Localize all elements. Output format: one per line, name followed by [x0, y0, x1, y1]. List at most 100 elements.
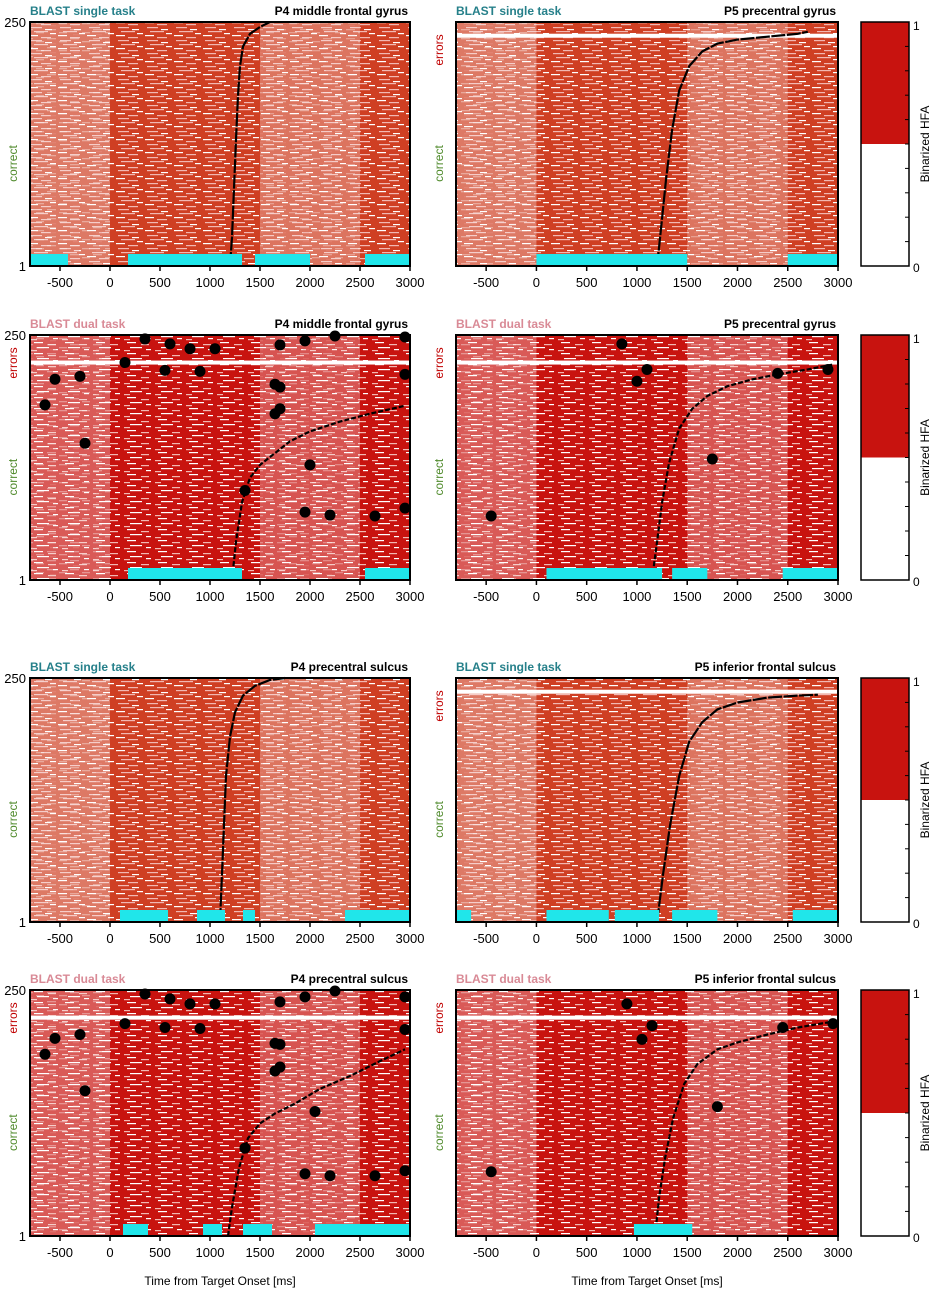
error-trial-marker — [79, 1085, 91, 1097]
x-tick-label: 1000 — [622, 589, 651, 604]
stimulus-bar — [546, 568, 663, 580]
colorbar-min-label: 0 — [913, 261, 920, 275]
error-trial-marker — [399, 502, 411, 514]
x-tick-label: 500 — [149, 275, 171, 290]
error-trial-marker — [369, 510, 381, 522]
error-trial-marker — [399, 1165, 411, 1177]
error-trial-marker — [304, 459, 316, 471]
y-tick-label: 1 — [19, 573, 26, 588]
reaction-time-curve — [653, 1020, 834, 1237]
reaction-time-curve — [656, 693, 818, 923]
x-tick-label: 1500 — [673, 1245, 702, 1260]
x-axis-label: Time from Target Onset [ms] — [144, 1274, 295, 1288]
panel-1: BLAST single task P4 middle frontal gyrus… — [4, 4, 424, 290]
colorbar-min-label: 0 — [913, 575, 920, 589]
plot-frame — [455, 677, 839, 923]
x-tick-label: -500 — [47, 275, 73, 290]
error-trial-marker — [159, 364, 171, 376]
x-tick-label: 2500 — [346, 931, 375, 946]
task-label: BLAST single task — [30, 660, 136, 674]
error-trial-marker — [194, 1023, 206, 1035]
x-tick-label: -500 — [473, 931, 499, 946]
x-tick-label: 2000 — [723, 931, 752, 946]
x-tick-label: 2000 — [723, 275, 752, 290]
plot-frame — [29, 677, 411, 923]
stimulus-bar — [128, 568, 242, 580]
x-tick-label: -500 — [47, 589, 73, 604]
correct-label: correct — [432, 801, 446, 838]
colorbar-title: Binarized HFA — [918, 1075, 932, 1152]
colorbar-title: Binarized HFA — [918, 106, 932, 183]
stimulus-bar — [315, 1224, 410, 1236]
correct-label: correct — [6, 458, 20, 495]
plot-frame — [455, 334, 839, 581]
error-trial-marker — [39, 1048, 51, 1060]
y-tick-label: 1 — [19, 259, 26, 274]
error-trial-marker — [631, 375, 643, 387]
error-trial-marker — [324, 1170, 336, 1182]
site-label: P4 precentral sulcus — [291, 972, 409, 986]
x-tick-label: 1500 — [673, 275, 702, 290]
error-trial-marker — [299, 506, 311, 518]
error-trial-marker — [706, 453, 718, 465]
panel-7: BLAST dual task P4 precentral sulcus 250 1 e… — [4, 972, 424, 1288]
colorbar: 1 0 Binarized HFA — [860, 19, 932, 275]
stimulus-bar — [243, 910, 255, 922]
site-label: P5 precentral gyrus — [724, 4, 836, 18]
error-trial-marker — [239, 484, 251, 496]
task-label: BLAST single task — [456, 660, 562, 674]
x-tick-label: 500 — [576, 275, 598, 290]
error-trial-marker — [119, 1018, 131, 1030]
error-trial-marker — [74, 370, 86, 382]
colorbar-max-label: 1 — [913, 19, 920, 33]
x-tick-label: 0 — [533, 589, 540, 604]
x-tick-label: 500 — [149, 1245, 171, 1260]
stimulus-bar — [123, 1224, 148, 1236]
task-label: BLAST single task — [456, 4, 562, 18]
errors-divider — [30, 360, 410, 365]
panel-3: BLAST dual task P4 middle frontal gyrus 25… — [4, 317, 424, 604]
stimulus-bar — [672, 568, 708, 580]
error-trial-marker — [274, 403, 286, 415]
y-tick-label: 250 — [4, 328, 26, 343]
error-trial-marker — [209, 998, 221, 1010]
error-trial-marker — [74, 1028, 86, 1040]
stimulus-bar — [633, 1224, 693, 1236]
x-tick-label: 2500 — [346, 275, 375, 290]
colorbar: 1 0 Binarized HFA — [860, 332, 932, 589]
colorbar-title: Binarized HFA — [918, 419, 932, 496]
correct-label: correct — [6, 145, 20, 182]
error-trial-marker — [274, 381, 286, 393]
plot-frame — [455, 21, 839, 267]
colorbar: 1 0 Binarized HFA — [860, 675, 932, 931]
stimulus-bar — [456, 910, 472, 922]
error-trial-marker — [827, 1018, 839, 1030]
colorbar-max-label: 1 — [913, 675, 920, 689]
errors-label: errors — [432, 34, 446, 65]
site-label: P4 middle frontal gyrus — [275, 4, 409, 18]
y-tick-label: 1 — [19, 1229, 26, 1244]
x-tick-label: -500 — [47, 1245, 73, 1260]
error-trial-marker — [39, 399, 51, 411]
x-tick-label: -500 — [473, 589, 499, 604]
task-label: BLAST single task — [30, 4, 136, 18]
x-tick-label: 2000 — [723, 589, 752, 604]
poststimulus-region — [260, 678, 360, 922]
plot-frame — [29, 21, 411, 267]
task-label: BLAST dual task — [456, 317, 552, 331]
task-label: BLAST dual task — [30, 972, 126, 986]
stimulus-bar — [128, 254, 242, 266]
reaction-time-curve — [230, 404, 406, 581]
reaction-time-curve — [218, 676, 286, 923]
y-tick-label: 1 — [19, 915, 26, 930]
prestimulus-region — [456, 678, 537, 922]
x-tick-label: 1500 — [246, 1245, 275, 1260]
site-label: P5 inferior frontal sulcus — [695, 972, 837, 986]
x-tick-label: 2500 — [773, 931, 802, 946]
errors-divider — [456, 33, 838, 38]
colorbar-inactive — [861, 457, 909, 580]
x-tick-label: 1500 — [246, 275, 275, 290]
x-tick-label: 500 — [149, 931, 171, 946]
stimulus-bar — [345, 910, 410, 922]
x-tick-label: 3000 — [396, 589, 425, 604]
